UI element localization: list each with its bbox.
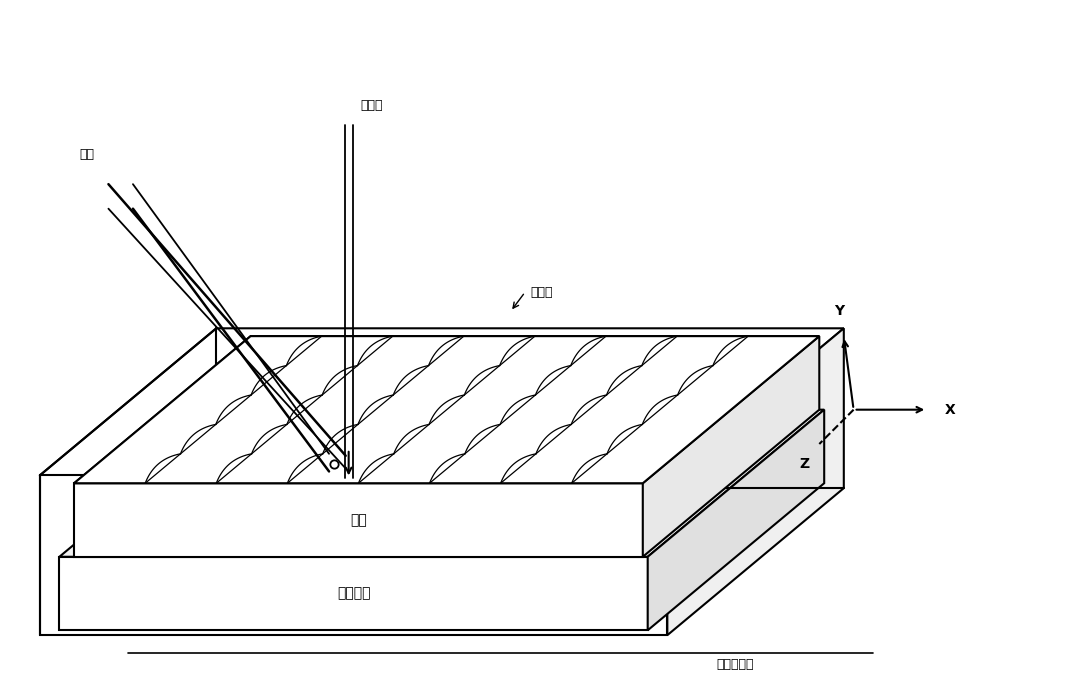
- Polygon shape: [39, 475, 668, 635]
- Text: Z: Z: [800, 457, 809, 470]
- Text: 激光工作台: 激光工作台: [717, 657, 754, 671]
- Text: Y: Y: [834, 304, 843, 319]
- Polygon shape: [648, 410, 824, 630]
- Text: 冷却底层: 冷却底层: [337, 587, 371, 601]
- Polygon shape: [668, 328, 843, 635]
- Polygon shape: [75, 336, 819, 483]
- Text: 激光束: 激光束: [360, 99, 383, 112]
- Polygon shape: [75, 483, 643, 557]
- Polygon shape: [60, 410, 824, 557]
- Polygon shape: [39, 328, 843, 475]
- Text: 基体: 基体: [350, 513, 366, 527]
- Text: 燕烧区: 燕烧区: [530, 286, 553, 298]
- Polygon shape: [643, 336, 819, 557]
- Polygon shape: [75, 336, 819, 483]
- Polygon shape: [60, 557, 648, 630]
- Text: 喘嘴: 喘嘴: [79, 148, 94, 161]
- Text: X: X: [945, 403, 955, 416]
